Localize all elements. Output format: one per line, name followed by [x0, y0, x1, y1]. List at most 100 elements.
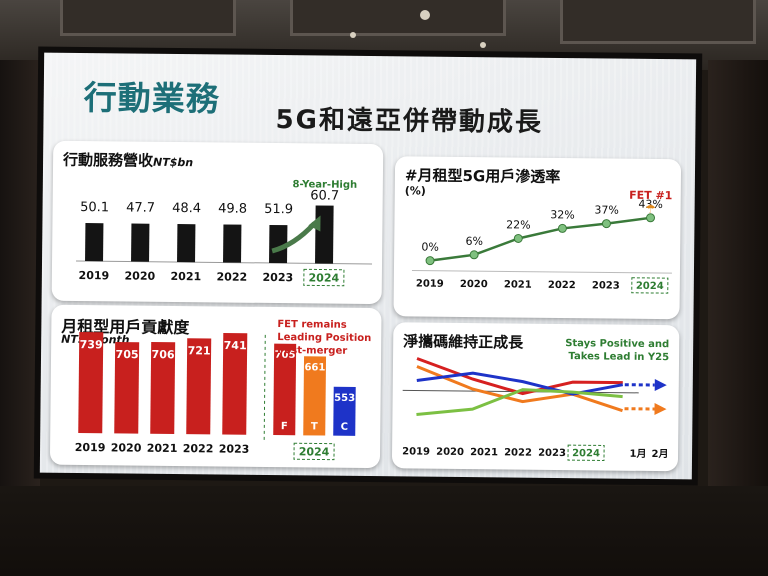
x-tick-label: 2019	[416, 279, 444, 290]
arpu-bar-chart: 739 2019 705 2020 706 2021 721 2022 741 2023 705 F 6…	[75, 319, 371, 461]
arpu-year-label: 2019	[75, 441, 106, 454]
portability-line-chart: 2019 2020 2021 2022 2023 2024 1月 2月 Stays Positi…	[402, 338, 669, 461]
arpu-year-label: 2021	[147, 442, 178, 455]
arpu-2024-bar	[303, 356, 327, 436]
arpu-year-label: 2020	[111, 441, 142, 454]
annotation-label: Takes Lead in Y25	[568, 351, 669, 363]
trend-line	[416, 388, 623, 417]
x-tick-label: 2022	[548, 280, 576, 291]
slide: 行動業務 5G和遠亞併帶動成長 行動服務營收NT$bn 50.1 2019 47.7…	[39, 52, 697, 480]
arpu-value-label: 553	[334, 393, 355, 404]
penetration-line	[429, 216, 651, 262]
x-tick-label: 1月	[630, 448, 647, 460]
data-point	[601, 219, 611, 229]
revenue-bar	[223, 224, 242, 263]
highlight-year-box	[293, 442, 335, 461]
x-axis-line	[411, 269, 672, 274]
portability-panel: 淨攜碼維持正成長 2019 2020 2021 2022 2023 2024 1月 2月 Sta…	[391, 322, 680, 472]
arpu-value-label: 739	[80, 338, 103, 351]
x-tick-label: 2024	[636, 281, 664, 292]
revenue-panel: 行動服務營收NT$bn 50.1 2019 47.7 2020 48.4 2021 49.8…	[51, 140, 384, 305]
projection-screen: 行動業務 5G和遠亞併帶動成長 行動服務營收NT$bn 50.1 2019 47.7…	[33, 46, 703, 486]
arpu-bar	[150, 342, 176, 434]
trend-line	[416, 357, 623, 396]
penetration-line-chart: 0% 2019 6% 2020 22% 2021 32% 2022 37% 2023 43% 2024…	[411, 189, 672, 294]
x-tick-label: 2月	[651, 448, 668, 460]
revenue-value-label: 48.4	[172, 201, 201, 216]
ceiling-panel	[290, 0, 506, 36]
floor	[0, 486, 768, 576]
arpu-bar	[114, 341, 140, 434]
revenue-bar	[177, 224, 196, 263]
group-divider	[263, 334, 266, 441]
arpu-value-label: 705	[116, 348, 139, 361]
data-label: 22%	[506, 218, 531, 231]
forecast-arrow-head	[654, 403, 667, 416]
forecast-arrow-head	[654, 379, 667, 392]
operator-tag: T	[311, 421, 318, 432]
arpu-bar	[222, 333, 248, 435]
x-tick-label: 2019	[402, 446, 430, 457]
data-label: 32%	[550, 208, 575, 221]
x-tick-label: 2020	[436, 447, 464, 458]
x-tick-label: 2023	[592, 280, 620, 291]
annotation-label: FET remains	[277, 319, 347, 331]
x-tick-label: 2021	[470, 447, 498, 458]
revenue-bar	[315, 205, 334, 264]
trend-line	[416, 371, 624, 396]
data-point	[646, 213, 656, 223]
arpu-year-label: 2022	[183, 442, 214, 455]
ceiling-light	[350, 32, 356, 38]
arpu-year-label: 2023	[219, 442, 250, 455]
ceiling-light	[480, 42, 486, 48]
arpu-bar	[78, 332, 104, 434]
highlight-year-box	[303, 268, 345, 287]
growth-arrow-head	[308, 215, 321, 232]
revenue-value-label: 50.1	[80, 200, 109, 215]
revenue-bar	[131, 223, 150, 262]
slide-title: 5G和遠亞併帶動成長	[275, 105, 544, 138]
data-label: 6%	[465, 235, 483, 248]
revenue-value-label: 51.9	[264, 202, 293, 217]
ceiling-light	[420, 10, 430, 20]
data-label: 37%	[594, 204, 619, 217]
trophy-icon: ☂	[645, 202, 656, 216]
annotation-label: Stays Positive and	[565, 338, 669, 350]
data-point	[513, 233, 523, 243]
revenue-year-label: 2023	[262, 271, 293, 284]
arpu-value-label: 741	[224, 339, 247, 352]
arpu-panel: 月租型用戶貢獻度 NT$/month 739201970520207062021…	[49, 304, 382, 469]
ceiling-panel	[560, 0, 756, 44]
arpu-2024-bar	[273, 343, 297, 436]
group-year-label: 2024	[299, 445, 330, 458]
data-point	[425, 256, 435, 266]
x-tick-label: 2020	[460, 279, 488, 290]
annotation-label: FET #1	[629, 189, 672, 202]
revenue-year-label: 2024	[308, 271, 339, 284]
operator-tag: F	[281, 421, 288, 432]
revenue-bar	[85, 223, 104, 262]
revenue-year-label: 2022	[216, 270, 247, 283]
highlight-year-box	[631, 277, 669, 294]
revenue-value-label: 60.7	[310, 188, 339, 203]
revenue-year-label: 2020	[125, 269, 156, 282]
revenue-year-label: 2019	[79, 269, 110, 282]
revenue-value-label: 49.8	[218, 201, 247, 216]
arpu-value-label: 721	[188, 344, 211, 357]
data-label: 43%	[638, 198, 663, 211]
highlight-year-box	[567, 444, 605, 461]
operator-tag: C	[341, 422, 348, 433]
x-tick-label: 2021	[504, 279, 532, 290]
data-point	[469, 250, 479, 260]
arpu-value-label: 706	[152, 348, 175, 361]
data-label: 0%	[421, 241, 439, 254]
revenue-value-label: 47.7	[126, 200, 155, 215]
annotation-label: Leading Position	[277, 332, 371, 344]
penetration-panel: #月租型5G用戶滲透率 (%) 0% 2019 6% 2020 22% 2021 32% 20…	[393, 156, 682, 320]
annotation-label: 8-Year-High	[292, 179, 357, 191]
x-tick-label: 2022	[504, 447, 532, 458]
x-tick-label: 2024	[572, 448, 600, 459]
revenue-bar	[269, 224, 288, 264]
growth-arrow	[271, 221, 317, 254]
